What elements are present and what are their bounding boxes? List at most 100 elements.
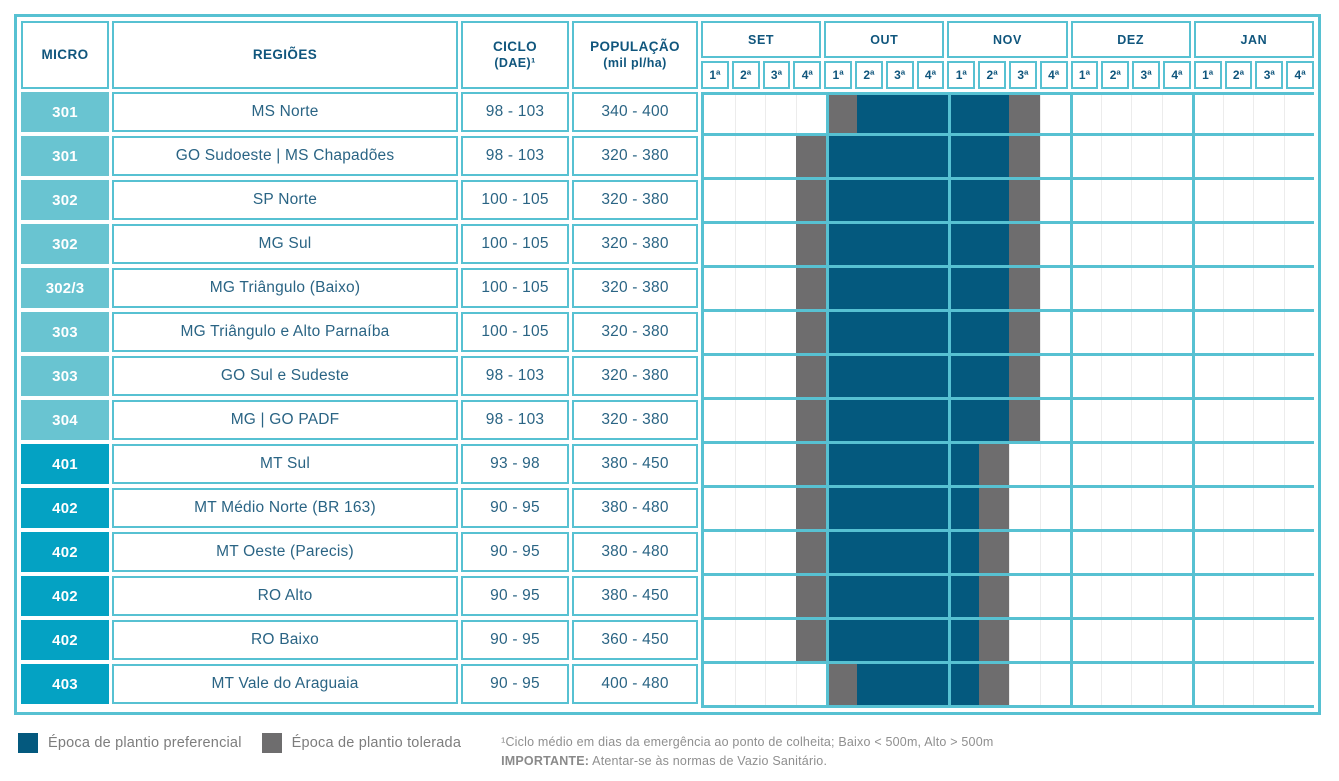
timeline-cell — [887, 95, 918, 133]
col-header-populacao: POPULAÇÃO (mil pl/ha) — [572, 21, 698, 89]
timeline-cell — [1039, 312, 1071, 353]
micro-cell: 301 — [21, 136, 109, 176]
timeline-cell — [826, 576, 857, 617]
timeline-cell — [826, 620, 857, 661]
timeline-cell — [704, 532, 735, 573]
timeline-cell — [1100, 444, 1132, 485]
timeline-cell — [887, 488, 918, 529]
timeline-cell — [1161, 224, 1193, 265]
timeline-cell — [734, 312, 766, 353]
timeline-cell — [704, 400, 735, 441]
planting-timeline — [701, 180, 1314, 224]
timeline-cell — [704, 664, 735, 705]
populacao-cell: 380 - 480 — [572, 488, 698, 528]
timeline-cell — [1070, 136, 1101, 177]
timeline-cell — [856, 136, 887, 177]
region-cell: GO Sul e Sudeste — [112, 356, 458, 396]
timeline-cell — [1253, 180, 1284, 221]
timeline-cell — [1100, 400, 1132, 441]
timeline-cell — [1161, 136, 1193, 177]
timeline-cell — [1161, 180, 1193, 221]
timeline-cell — [826, 400, 857, 441]
timeline-cell — [887, 576, 918, 617]
timeline-cell — [887, 532, 918, 573]
week-header: 2ª — [1224, 61, 1253, 89]
legend-label-tolerada: Época de plantio tolerada — [291, 735, 462, 751]
timeline-cell — [734, 268, 766, 309]
timeline-cell — [948, 224, 979, 265]
timeline-cell — [856, 620, 887, 661]
timeline-cell — [1009, 356, 1040, 397]
timeline-cell — [1009, 180, 1040, 221]
timeline-cell — [978, 532, 1009, 573]
populacao-cell: 320 - 380 — [572, 400, 698, 440]
timeline-cell — [765, 664, 796, 705]
timeline-cell — [1070, 664, 1101, 705]
planting-timeline — [701, 488, 1314, 532]
planting-timeline — [701, 224, 1314, 268]
timeline-cell — [978, 95, 1009, 133]
region-cell: MG Triângulo (Baixo) — [112, 268, 458, 308]
timeline-cell — [826, 444, 857, 485]
timeline-cell — [978, 444, 1009, 485]
timeline-cell — [1039, 532, 1071, 573]
timeline-cell — [704, 620, 735, 661]
footer: Época de plantio preferencial Época de p… — [18, 733, 1339, 771]
timeline-cell — [1131, 268, 1162, 309]
timeline-cell — [1192, 488, 1223, 529]
timeline-cell — [1039, 576, 1071, 617]
region-cell: MG Sul — [112, 224, 458, 264]
timeline-cell — [795, 400, 826, 441]
timeline-cell — [704, 488, 735, 529]
timeline-cell — [826, 180, 857, 221]
timeline-cell — [826, 224, 857, 265]
timeline-cell — [765, 576, 796, 617]
planting-timeline — [701, 92, 1314, 136]
timeline-cell — [978, 356, 1009, 397]
timeline-cell — [1283, 620, 1315, 661]
ciclo-cell: 90 - 95 — [461, 532, 569, 572]
table-row: 301 GO Sudoeste | MS Chapadões 98 - 103 … — [21, 136, 1314, 180]
timeline-cell — [1100, 136, 1132, 177]
micro-cell: 303 — [21, 356, 109, 396]
ciclo-cell: 100 - 105 — [461, 224, 569, 264]
timeline-cell — [1070, 576, 1101, 617]
timeline-cell — [1283, 268, 1315, 309]
timeline-cell — [1131, 136, 1162, 177]
timeline-cell — [1070, 620, 1101, 661]
legend-item-preferencial: Época de plantio preferencial — [18, 733, 242, 753]
populacao-cell: 380 - 480 — [572, 532, 698, 572]
timeline-cell — [704, 180, 735, 221]
timeline-cell — [917, 576, 948, 617]
timeline-cell — [765, 268, 796, 309]
timeline-cell — [948, 268, 979, 309]
timeline-cell — [1009, 620, 1040, 661]
timeline-cell — [1100, 312, 1132, 353]
timeline-cell — [978, 136, 1009, 177]
ciclo-cell: 100 - 105 — [461, 180, 569, 220]
timeline-cell — [1253, 576, 1284, 617]
timeline-cell — [1009, 312, 1040, 353]
timeline-cell — [1222, 664, 1254, 705]
micro-cell: 302 — [21, 224, 109, 264]
timeline-cell — [795, 664, 827, 705]
timeline-cell — [734, 180, 766, 221]
timeline-cell — [948, 356, 979, 397]
timeline-cell — [795, 268, 826, 309]
timeline-cell — [1131, 224, 1162, 265]
micro-cell: 302 — [21, 180, 109, 220]
timeline-cell — [734, 488, 766, 529]
timeline-cell — [765, 400, 796, 441]
timeline-cell — [826, 95, 857, 133]
populacao-cell: 320 - 380 — [572, 224, 698, 264]
table-row: 302 MG Sul 100 - 105 320 - 380 — [21, 224, 1314, 268]
populacao-cell: 340 - 400 — [572, 92, 698, 132]
timeline-cell — [856, 664, 887, 705]
timeline-cell — [978, 488, 1009, 529]
timeline-cell — [948, 532, 979, 573]
timeline-cell — [826, 488, 857, 529]
timeline-cell — [887, 400, 918, 441]
timeline-cell — [1039, 488, 1071, 529]
timeline-cell — [734, 664, 766, 705]
timeline-cell — [1222, 356, 1254, 397]
